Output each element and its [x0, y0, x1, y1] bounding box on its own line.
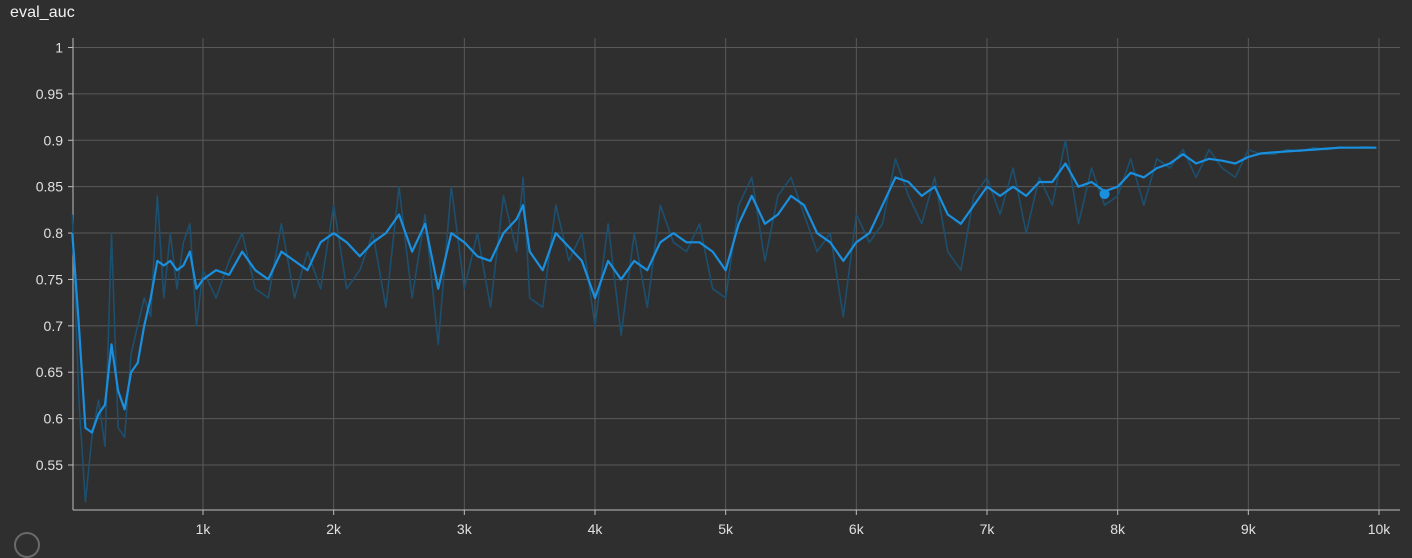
- expand-button[interactable]: [14, 532, 40, 558]
- x-tick-label: 3k: [457, 521, 473, 537]
- x-tick-label: 5k: [718, 521, 734, 537]
- smoothed-series-line[interactable]: [71, 146, 1377, 434]
- y-tick-label: 0.95: [36, 86, 63, 102]
- y-tick-label: 1: [55, 40, 63, 56]
- line-chart[interactable]: 0.55 0.6 0.65 0.7 0.75 0.8 0.85 0.9 0.95 1 1k 2k 3k 4…: [0, 0, 1412, 540]
- y-tick-label: 0.6: [44, 411, 64, 427]
- y-tick-label: 0.7: [44, 318, 64, 334]
- y-tick-label: 0.65: [36, 364, 63, 380]
- y-tick-label: 0.8: [44, 225, 64, 241]
- x-tick-label: 4k: [588, 521, 604, 537]
- x-tick-label: 7k: [980, 521, 996, 537]
- y-tick-label: 0.85: [36, 179, 63, 195]
- x-tick-label: 10k: [1368, 521, 1392, 537]
- hover-point-marker[interactable]: [1099, 189, 1110, 200]
- y-tick-label: 0.9: [44, 132, 64, 148]
- chart-title: eval_auc: [10, 4, 75, 21]
- raw-series-line: [71, 139, 1377, 503]
- x-tick-label: 2k: [326, 521, 342, 537]
- x-tick-label: 1k: [196, 521, 212, 537]
- x-tick-label: 8k: [1110, 521, 1126, 537]
- x-tick-label: 6k: [849, 521, 865, 537]
- x-tick-label: 9k: [1241, 521, 1257, 537]
- y-tick-label: 0.75: [36, 271, 63, 287]
- y-tick-label: 0.55: [36, 457, 63, 473]
